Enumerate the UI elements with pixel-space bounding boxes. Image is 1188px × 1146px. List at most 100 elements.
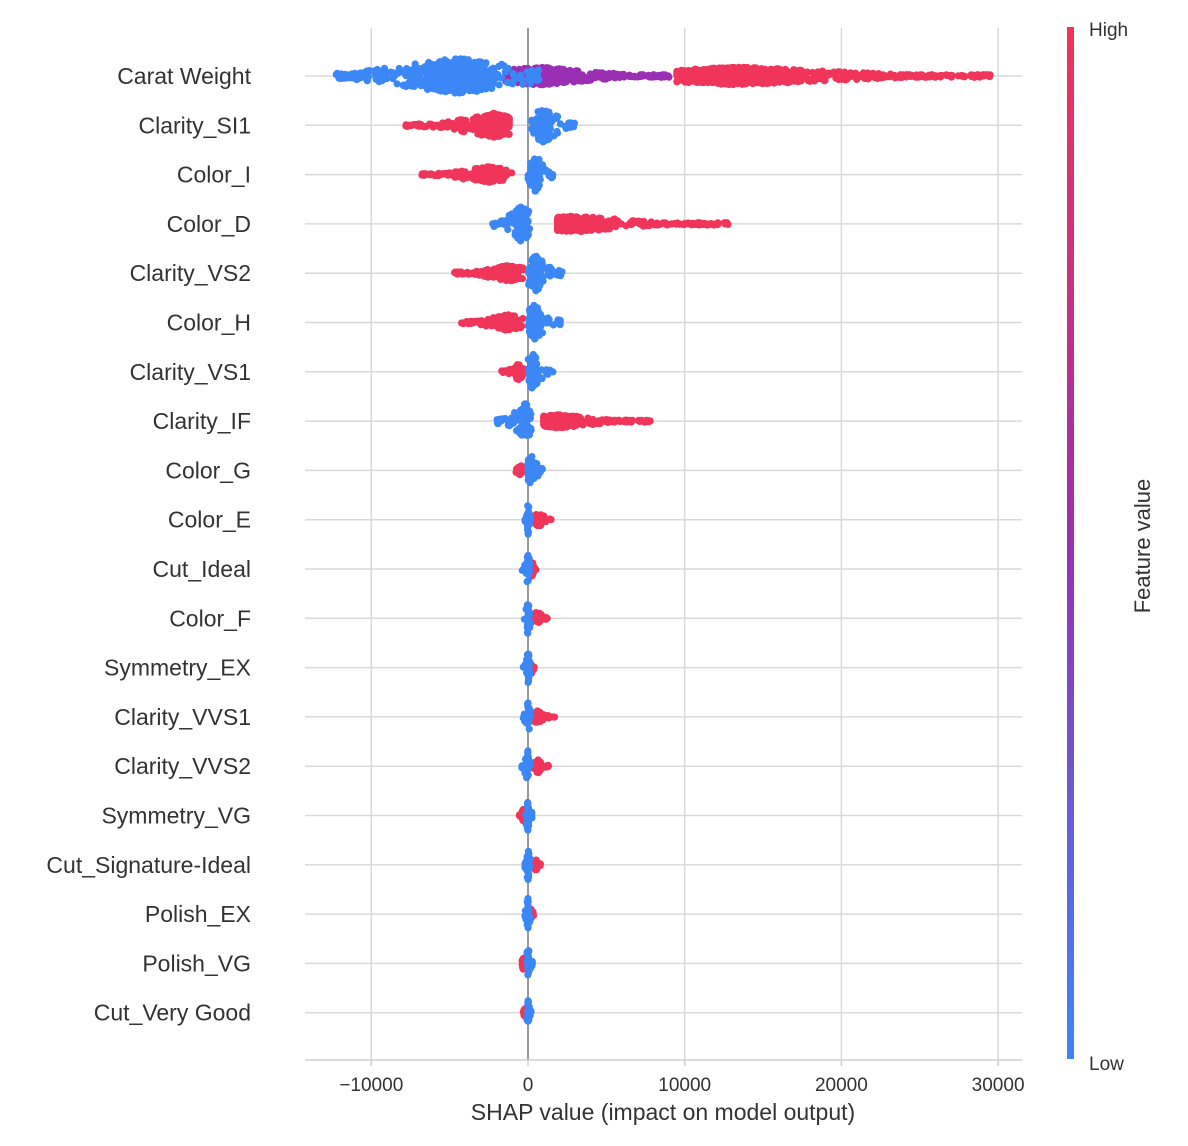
shap-point-low: [526, 305, 534, 314]
shap-point-low: [533, 304, 542, 312]
shap-point-high: [453, 122, 462, 130]
shap-point-low: [528, 282, 537, 290]
shap-point-low: [523, 921, 531, 929]
feature-label: Symmetry_EX: [104, 655, 251, 681]
shap-point-high: [773, 77, 782, 85]
shap-point-high: [508, 169, 516, 177]
shap-point-high: [505, 267, 513, 275]
shap-point-low: [383, 69, 391, 77]
shap-point-low: [448, 66, 456, 74]
shap-point-high: [459, 270, 467, 278]
feature-label: Color_G: [165, 457, 251, 483]
shap-point-low: [524, 523, 532, 531]
shap-point-high: [879, 71, 887, 79]
shap-point-high: [518, 467, 526, 475]
shap-point-high: [703, 77, 711, 85]
feature-label: Clarity_IF: [153, 408, 251, 434]
shap-point-low: [541, 167, 549, 175]
shap-point-high: [664, 220, 672, 228]
shap-point-high: [919, 72, 927, 80]
feature-label: Clarity_VS2: [130, 260, 251, 286]
shap-point-high: [809, 68, 817, 77]
shap-point-mid: [648, 73, 656, 81]
shap-point-low: [523, 768, 531, 776]
shap-point-low: [524, 509, 532, 517]
shap-point-low: [527, 172, 535, 180]
shap-point-low: [522, 857, 531, 865]
shap-point-high: [733, 71, 742, 79]
shap-point-low: [525, 503, 533, 511]
shap-point-high: [742, 70, 750, 78]
shap-point-high: [700, 69, 708, 77]
shap-point-low: [524, 609, 532, 617]
shap-point-low: [519, 663, 527, 671]
shap-point-low: [523, 824, 531, 832]
shap-point-high: [693, 78, 701, 86]
shap-point-mid: [665, 73, 673, 81]
shap-point-low: [525, 849, 533, 857]
colorbar-low-label: Low: [1089, 1054, 1124, 1075]
shap-point-high: [471, 171, 479, 180]
shap-point-low: [525, 675, 533, 683]
shap-point-low: [443, 75, 451, 83]
shap-point-high: [440, 170, 448, 178]
shap-point-low: [389, 75, 397, 83]
shap-point-high: [711, 65, 720, 74]
shap-point-low: [439, 80, 447, 88]
shap-point-high: [515, 811, 523, 820]
shap-point-low: [549, 268, 557, 276]
shap-point-high: [693, 70, 701, 78]
shap-point-low: [549, 321, 558, 329]
shap-point-high: [551, 420, 560, 428]
shap-point-low: [528, 958, 536, 966]
shap-point-high: [673, 71, 681, 79]
shap-point-high: [628, 218, 636, 226]
shap-point-low: [524, 650, 533, 658]
shap-point-high: [703, 221, 711, 229]
shap-point-low: [494, 419, 502, 427]
shap-point-low: [522, 564, 530, 572]
feature-label: Color_I: [177, 162, 251, 188]
shap-point-high: [505, 366, 513, 375]
shap-point-high: [483, 128, 491, 136]
x-tick-label: 0: [523, 1075, 534, 1096]
shap-point-high: [617, 220, 625, 228]
shap-point-high: [625, 417, 633, 425]
shap-point-low: [421, 80, 429, 88]
shap-point-high: [403, 122, 411, 130]
shap-point-mid: [564, 67, 573, 75]
shap-point-high: [761, 78, 769, 86]
shap-point-low: [405, 69, 413, 77]
shap-point-low: [544, 370, 552, 378]
shap-point-high: [494, 132, 502, 140]
shap-point-high: [543, 763, 551, 771]
shap-point-high: [426, 120, 434, 128]
shap-point-high: [967, 72, 975, 80]
horizontal-gridlines: [305, 75, 1022, 1014]
shap-point-low: [527, 272, 535, 280]
shap-point-low: [524, 476, 532, 484]
feature-labels: Carat WeightClarity_SI1Color_IColor_DCla…: [46, 63, 251, 1026]
shap-point-mid: [582, 76, 590, 84]
shap-point-low: [536, 167, 544, 175]
shap-point-low: [525, 864, 533, 872]
shap-point-mid: [542, 64, 550, 72]
shap-point-high: [574, 223, 582, 231]
shap-point-high: [938, 72, 946, 80]
shap-point-high: [505, 115, 513, 123]
shap-point-high: [899, 71, 908, 79]
shap-point-high: [488, 269, 497, 278]
shap-point-low: [497, 74, 505, 82]
shap-point-high: [640, 218, 648, 226]
shap-point-high: [611, 217, 619, 225]
shap-point-high: [494, 120, 502, 128]
feature-label: Clarity_VVS2: [114, 753, 251, 779]
shap-point-high: [532, 718, 541, 726]
shap-point-low: [373, 65, 381, 74]
shap-point-low: [525, 662, 533, 670]
shap-point-high: [492, 114, 500, 122]
shap-point-high: [842, 73, 850, 81]
shap-point-high: [873, 74, 881, 82]
shap-point-low: [364, 73, 372, 81]
